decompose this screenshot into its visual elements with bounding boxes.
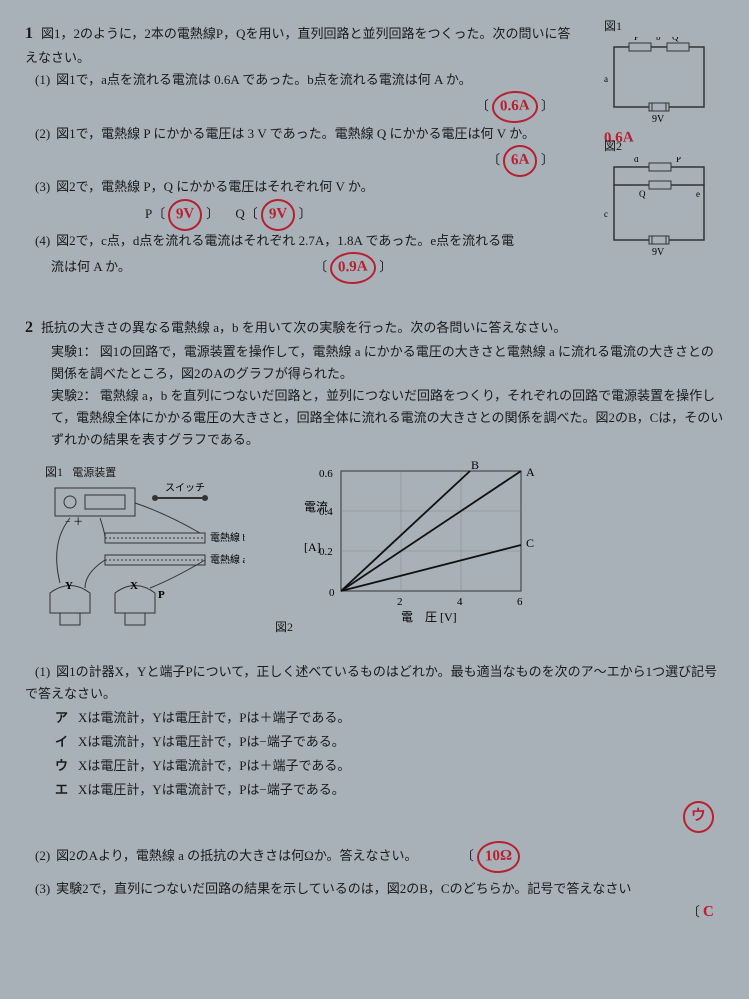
device-svg: − ＋ スイッチ 電熱線 b 電熱線 a Y X P bbox=[45, 483, 245, 643]
q2-2-answer: 10Ω bbox=[477, 840, 521, 873]
q2-intro: 2抵抗の大きさの異なる電熱線 a，b を用いて次の実験を行った。次の各問いに答え… bbox=[25, 314, 724, 341]
q2-figures: 図1 電源装置 − ＋ スイッチ 電熱線 b 電熱線 a Y bbox=[45, 461, 724, 650]
circuit-1-svg: P b Q a 9V bbox=[604, 37, 714, 127]
svg-text:b: b bbox=[656, 37, 661, 42]
q2-sub3: (3)実験2で，直列につないだ回路の結果を示しているのは，図2のB，Cのどちらか… bbox=[25, 878, 724, 926]
question-2: 2抵抗の大きさの異なる電熱線 a，b を用いて次の実験を行った。次の各問いに答え… bbox=[25, 314, 724, 926]
svg-text:A: A bbox=[526, 465, 535, 479]
svg-text:[A]: [A] bbox=[304, 540, 321, 554]
svg-text:Y: Y bbox=[65, 580, 73, 592]
fig2-label: 図2 bbox=[604, 139, 622, 153]
fig1-label: 図1 bbox=[604, 19, 622, 33]
svg-text:− ＋: − ＋ bbox=[65, 517, 83, 528]
svg-text:0.2: 0.2 bbox=[319, 546, 333, 558]
q2-1-choice-i: イXは電流計，Yは電圧計で，Pは−端子である。 bbox=[55, 731, 724, 753]
q1-3-q-answer: 9V bbox=[260, 198, 295, 231]
q2-fig2-graph: 図2 A B C 0 0. bbox=[275, 461, 556, 638]
svg-text:電熱線 b: 電熱線 b bbox=[210, 531, 245, 544]
q1-number: 1 bbox=[25, 25, 33, 42]
q2-1-choice-u: ウXは電圧計，Yは電流計で，Pは＋端子である。 bbox=[55, 755, 724, 777]
q2-number: 2 bbox=[25, 319, 33, 336]
svg-text:スイッチ: スイッチ bbox=[165, 483, 205, 494]
q2-3-answer: C bbox=[703, 900, 715, 926]
svg-text:電熱線 a: 電熱線 a bbox=[210, 553, 245, 566]
svg-text:9V: 9V bbox=[652, 247, 665, 257]
svg-text:P: P bbox=[158, 589, 165, 601]
q1-4-answer: 0.9A bbox=[330, 251, 377, 284]
svg-text:6: 6 bbox=[517, 596, 523, 608]
svg-text:B: B bbox=[471, 461, 479, 472]
svg-text:d: d bbox=[634, 157, 639, 164]
q2-exp1: 実験1： 図1の回路で，電源装置を操作して，電熱線 a にかかる電圧の大きさと電… bbox=[51, 341, 724, 385]
q2-sub2: (2)図2のAより，電熱線 a の抵抗の大きさは何Ωか。答えなさい。 〔 10Ω bbox=[25, 841, 724, 873]
svg-text:2: 2 bbox=[397, 596, 403, 608]
q1-1-answer: 0.6A bbox=[492, 91, 539, 124]
figure-2-circuit: 図2 d P Q e c 9V bbox=[604, 135, 724, 257]
q2-exp2: 実験2： 電熱線 a，b を直列につないだ回路と，並列につないだ回路をつくり，そ… bbox=[51, 385, 724, 451]
q1-2-answer: 6A bbox=[503, 144, 538, 177]
q2-fig1-device: 図1 電源装置 − ＋ スイッチ 電熱線 b 電熱線 a Y bbox=[45, 461, 245, 650]
graph-svg: A B C 0 0.2 0.4 0.6 2 4 6 電 圧 [V] 電流 bbox=[296, 461, 556, 631]
svg-text:9V: 9V bbox=[652, 114, 665, 125]
q2-1-answer: ウ bbox=[682, 801, 714, 834]
q1-3-p-answer: 9V bbox=[168, 198, 203, 231]
svg-text:0.6: 0.6 bbox=[319, 468, 333, 480]
svg-text:Q: Q bbox=[672, 37, 679, 42]
svg-text:電 圧 [V]: 電 圧 [V] bbox=[401, 610, 457, 624]
svg-text:C: C bbox=[526, 536, 534, 550]
svg-text:e: e bbox=[696, 189, 700, 199]
svg-text:電流: 電流 bbox=[304, 500, 328, 514]
svg-text:4: 4 bbox=[457, 596, 463, 608]
question-1: 図1 P b Q a 9V 0.6A 図2 d P Q e c bbox=[25, 20, 724, 284]
svg-text:X: X bbox=[130, 580, 138, 592]
figure-1-circuit: 図1 P b Q a 9V 0.6A bbox=[604, 15, 724, 152]
circuit-2-svg: d P Q e c 9V bbox=[604, 157, 714, 257]
svg-text:P: P bbox=[634, 37, 639, 42]
svg-text:P: P bbox=[676, 157, 681, 164]
q2-1-choice-e: エXは電圧計，Yは電流計で，Pは−端子である。 bbox=[55, 779, 724, 801]
svg-text:0: 0 bbox=[329, 587, 335, 599]
svg-text:Q: Q bbox=[639, 189, 646, 199]
svg-text:a: a bbox=[604, 74, 608, 84]
q2-1-choice-a: アXは電流計，Yは電圧計で，Pは＋端子である。 bbox=[55, 707, 724, 729]
svg-text:c: c bbox=[604, 209, 608, 219]
q2-sub1: (1)図1の計器X，Yと端子Pについて，正しく述べているものはどれか。最も適当な… bbox=[25, 661, 724, 833]
